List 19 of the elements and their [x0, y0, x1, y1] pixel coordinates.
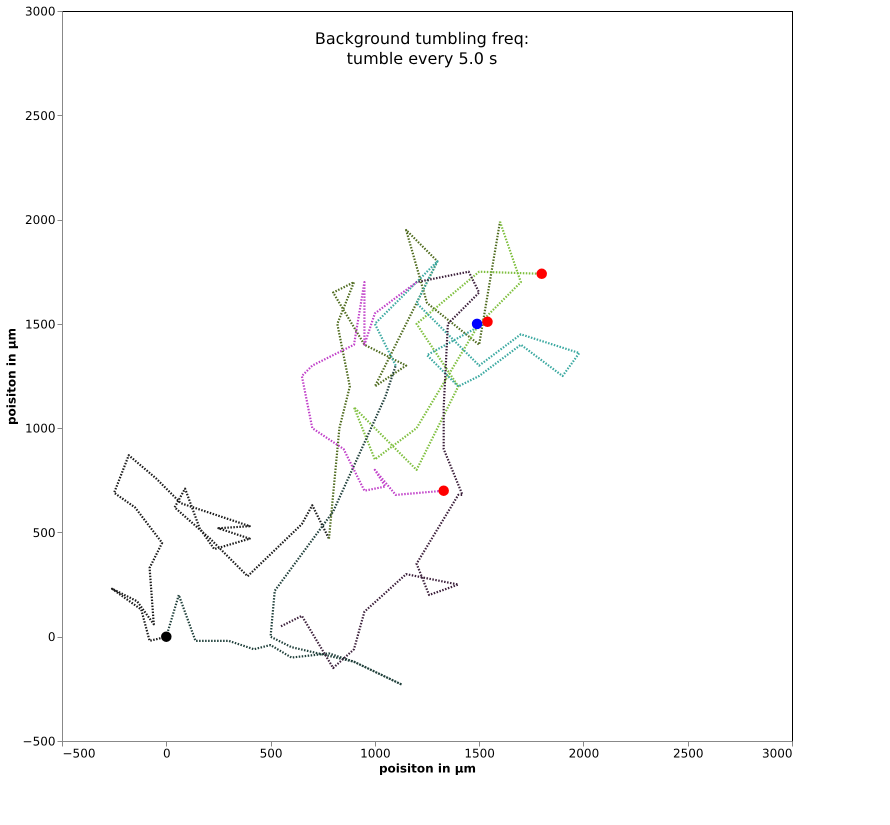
y-tick-label: 3000 — [24, 4, 56, 18]
x-tick-label: 1000 — [360, 746, 391, 760]
y-tick-label: 1500 — [24, 317, 56, 332]
x-tick-label: 2500 — [672, 746, 704, 760]
y-tick-label: 1000 — [24, 422, 56, 436]
x-tick-label: 500 — [260, 746, 283, 760]
y-tick-label: 0 — [48, 630, 56, 644]
y-tick-label: 2000 — [24, 213, 56, 228]
y-tick-label: −500 — [22, 734, 56, 748]
x-axis-title: poisiton in µm — [378, 762, 476, 776]
x-tick-label: 2000 — [568, 746, 600, 760]
y-axis-title: poisiton in µm — [4, 328, 19, 426]
x-tick-label: 3000 — [762, 746, 792, 760]
x-tick-label: −500 — [62, 746, 96, 760]
y-tick-label: 2500 — [24, 108, 56, 123]
text: Background tumbling freq: tumble every 5.0 s — [314, 29, 530, 68]
y-tick-label: 500 — [32, 526, 56, 540]
x-tick-label: 1500 — [464, 746, 495, 760]
x-tick-label: 0 — [162, 746, 171, 760]
